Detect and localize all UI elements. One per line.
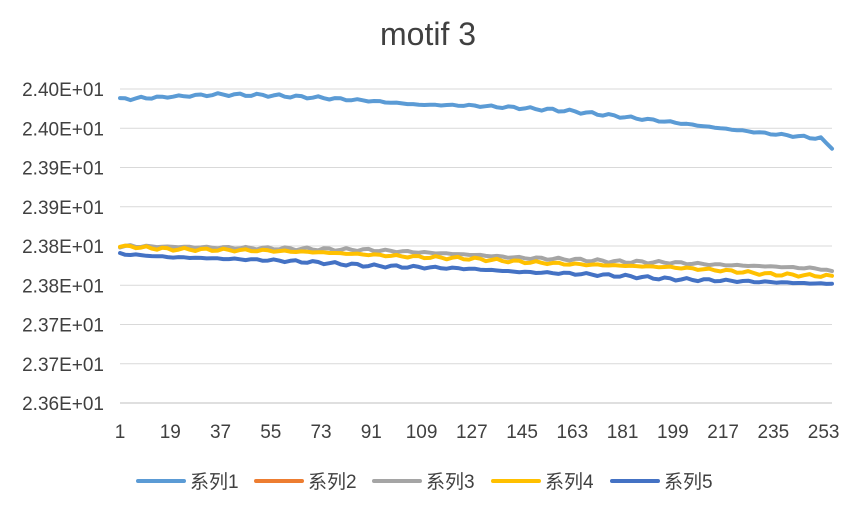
y-tick-label: 2.40E+01: [22, 119, 104, 140]
y-tick-label: 2.39E+01: [22, 198, 104, 219]
y-tick-label: 2.39E+01: [22, 159, 104, 180]
x-tick-label: 91: [361, 422, 382, 443]
x-tick-label: 127: [456, 422, 488, 443]
series-line-3: [118, 243, 834, 274]
legend-label: 系列4: [545, 471, 594, 493]
x-tick-label: 37: [210, 422, 231, 443]
y-tick-label: 2.37E+01: [22, 316, 104, 337]
x-tick-label: 217: [707, 422, 739, 443]
x-tick-label: 253: [808, 422, 840, 443]
x-tick-label: 145: [506, 422, 538, 443]
y-tick-label: 2.36E+01: [22, 394, 104, 415]
x-tick-label: 163: [556, 422, 588, 443]
y-tick-label: 2.38E+01: [22, 237, 104, 258]
x-tick-label: 1: [115, 422, 126, 443]
x-tick-label: 235: [758, 422, 790, 443]
legend-label: 系列5: [664, 471, 713, 493]
series-line-5: [118, 251, 834, 286]
x-tick-label: 73: [310, 422, 331, 443]
legend-label: 系列3: [426, 471, 475, 493]
chart-title: motif 3: [379, 16, 477, 52]
legend-label: 系列1: [190, 471, 239, 493]
y-tick-label: 2.37E+01: [22, 355, 104, 376]
x-tick-label: 181: [607, 422, 639, 443]
x-tick-label: 199: [657, 422, 689, 443]
y-tick-label: 2.38E+01: [22, 276, 104, 297]
x-tick-label: 55: [260, 422, 281, 443]
legend-label: 系列2: [308, 471, 357, 493]
series-line-4: [118, 243, 834, 279]
series-line-1: [118, 91, 834, 151]
y-tick-label: 2.40E+01: [22, 80, 104, 101]
x-tick-label: 109: [406, 422, 438, 443]
x-tick-label: 19: [160, 422, 181, 443]
